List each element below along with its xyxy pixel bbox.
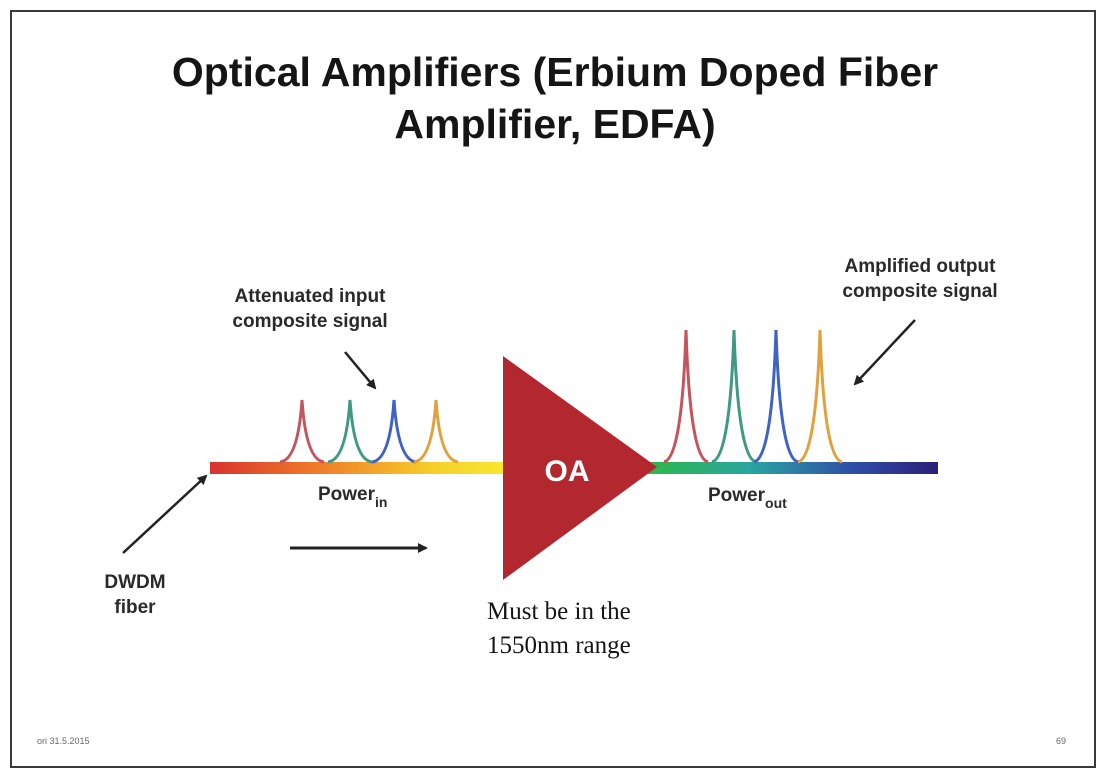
fiber-label-line-1: DWDM	[104, 572, 166, 593]
power-in-label: Powerin	[318, 482, 388, 510]
amplifier-label: OA	[545, 455, 590, 488]
input-label-pointer-arrow	[344, 351, 377, 390]
title-line-2: Amplifier, EDFA)	[394, 101, 716, 147]
input-label-line-1: Attenuated input	[234, 286, 386, 307]
footer-left: ori 31.5.2015	[37, 736, 90, 746]
power-out-label: Powerout	[708, 483, 787, 511]
output-peak-teal	[711, 329, 757, 464]
power-in-text: Power	[318, 484, 376, 505]
note-line-1: Must be in the	[487, 598, 631, 625]
output-peak-blue	[753, 329, 799, 464]
power-out-text: Power	[708, 485, 766, 506]
output-signal-label: Amplified output composite signal	[790, 254, 1050, 304]
input-peak-orange	[413, 399, 459, 464]
output-fiber-bar	[648, 462, 938, 474]
slide-title: Optical Amplifiers (Erbium Doped Fiber A…	[0, 46, 1110, 150]
optical-amplifier-triangle	[503, 356, 657, 580]
output-label-line-1: Amplified output	[844, 256, 996, 277]
input-fiber-bar	[210, 462, 510, 474]
note-line-2: 1550nm range	[487, 632, 631, 659]
title-line-1: Optical Amplifiers (Erbium Doped Fiber	[171, 49, 939, 95]
input-peak-blue	[371, 399, 417, 464]
dwdm-fiber-label: DWDM fiber	[70, 570, 200, 620]
input-label-line-2: composite signal	[232, 311, 388, 332]
fiber-label-line-2: fiber	[114, 597, 156, 618]
wavelength-note: Must be in the 1550nm range	[487, 595, 631, 663]
power-in-subscript: in	[375, 494, 388, 510]
footer-page-number: 69	[1056, 736, 1067, 746]
slide-frame	[10, 10, 1096, 768]
power-out-subscript: out	[765, 495, 787, 511]
output-label-pointer-arrow	[853, 319, 916, 386]
output-peak-red	[663, 329, 709, 464]
input-signal-label: Attenuated input composite signal	[185, 284, 435, 334]
input-peak-teal	[327, 399, 373, 464]
output-label-line-2: composite signal	[842, 281, 998, 302]
fiber-label-pointer-arrow	[122, 474, 208, 554]
input-peak-red	[279, 399, 325, 464]
output-peak-orange	[797, 329, 843, 464]
